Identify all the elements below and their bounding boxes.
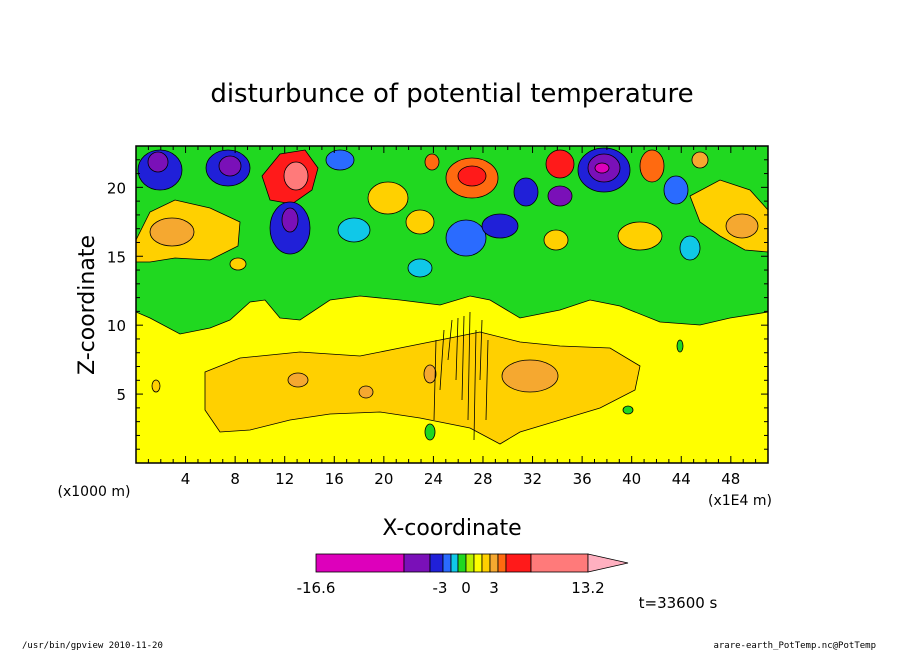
region-blue-8 (663, 175, 689, 205)
colorbar-swatch (505, 553, 532, 573)
x-tick-label: 4 (181, 470, 191, 488)
region-small-3 (151, 379, 161, 393)
region-small-7 (622, 405, 634, 415)
y-axis-label: Z-coordinate (75, 235, 100, 375)
plot-frame (135, 145, 769, 464)
region-orange-upper-mid-4 (405, 209, 435, 235)
y-tick-label: 10 (107, 317, 126, 335)
region-orange-upper-mid-1 (367, 181, 409, 215)
colorbar-swatch (403, 553, 431, 573)
region-red-core-2-inner (457, 165, 487, 187)
region-purple-2 (218, 155, 242, 177)
x-tick-label: 40 (622, 470, 641, 488)
colorbar-swatch (315, 553, 405, 573)
region-small-6 (229, 257, 247, 271)
x-axis: 4 8 12 16 20 24 28 32 36 40 44 48 (147, 146, 757, 488)
x-tick-label: 16 (325, 470, 344, 488)
x-axis-label: X-coordinate (382, 516, 521, 541)
region-orange-upper-mid-3 (543, 229, 569, 251)
colorbar-swatch (481, 553, 491, 573)
time-label: t=33600 s (639, 594, 718, 612)
region-small-4 (424, 423, 436, 441)
x-tick-label: 44 (672, 470, 691, 488)
x-tick-label: 32 (523, 470, 542, 488)
y-scale-note: (x1000 m) (58, 484, 131, 500)
colorbar-label: 0 (461, 579, 471, 597)
region-orange-dark-3 (358, 385, 374, 399)
x-tick-label: 8 (230, 470, 240, 488)
region-small-5 (676, 339, 684, 353)
region-magenta-1 (594, 162, 610, 174)
region-blue-5 (481, 213, 519, 239)
colorbar-labels: -16.6 -3 0 3 13.2 (297, 579, 605, 597)
region-cyan-3 (679, 235, 701, 261)
chart-title: disturbunce of potential temperature (210, 79, 693, 109)
x-scale-note: (x1E4 m) (708, 493, 772, 509)
region-red-core-3 (545, 149, 575, 179)
colorbar-label: -3 (433, 579, 448, 597)
colorbar-swatch (429, 553, 444, 573)
y-tick-label: 5 (116, 386, 126, 404)
colorbar-swatch (442, 553, 452, 573)
y-tick-label: 20 (107, 179, 126, 197)
colorbar-label: -16.6 (297, 579, 336, 597)
region-red-core-4 (639, 149, 665, 183)
x-tick-label: 24 (424, 470, 443, 488)
region-blue-9 (325, 149, 355, 171)
colorbar-swatch (457, 553, 467, 573)
region-orange-dark-4 (423, 364, 437, 384)
colorbar-arrow (587, 553, 629, 573)
colorbar-swatch (473, 553, 483, 573)
region-pink-core-1 (283, 161, 309, 191)
colorbar-swatch (450, 553, 459, 573)
colorbar-swatch (465, 553, 475, 573)
x-tick-label: 12 (275, 470, 294, 488)
region-cyan-2 (407, 258, 433, 278)
footer-left: /usr/bin/gpview 2010-11-20 (22, 641, 163, 651)
region-orange-dark-1 (501, 359, 559, 393)
region-orange-dark-2 (287, 372, 309, 388)
region-orange-upper-left-inner (149, 217, 195, 247)
plot-area (136, 146, 768, 463)
colorbar-label: 3 (489, 579, 499, 597)
x-tick-label: 36 (573, 470, 592, 488)
colorbar (315, 553, 629, 573)
region-cyan-1 (337, 217, 371, 243)
region-orange-upper-mid-2 (617, 221, 663, 251)
region-purple-5 (547, 185, 573, 207)
footer-right: arare-earth_PotTemp.nc@PotTemp (713, 641, 876, 651)
colorbar-swatch (497, 553, 507, 573)
region-purple-1 (147, 151, 169, 173)
colorbar-swatch (489, 553, 499, 573)
y-tick-label: 15 (107, 248, 126, 266)
colorbar-swatch (530, 553, 589, 573)
x-tick-label: 20 (374, 470, 393, 488)
x-tick-label: 48 (721, 470, 740, 488)
region-blue-7 (513, 177, 539, 207)
region-blue-4 (445, 219, 487, 257)
region-orange-upper-right-inner (725, 213, 759, 239)
colorbar-label: 13.2 (571, 579, 604, 597)
contour-streaks (433, 311, 489, 441)
y-axis: 5 10 15 20 (107, 159, 768, 450)
x-tick-label: 28 (473, 470, 492, 488)
region-small-1 (424, 153, 440, 171)
region-small-2 (691, 151, 709, 169)
region-purple-3 (281, 207, 299, 233)
